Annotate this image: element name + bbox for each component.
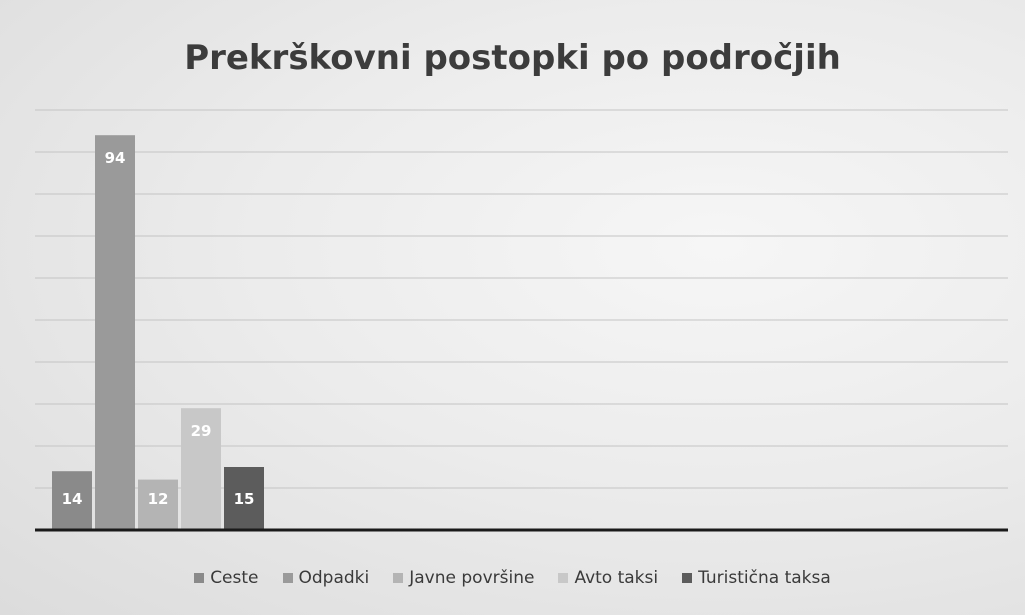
chart-title: Prekrškovni postopki po področjih: [184, 38, 841, 78]
bar-ceste: [52, 471, 92, 530]
legend-swatch: [682, 573, 693, 583]
legend-label: Avto taksi: [574, 568, 659, 588]
legend-swatch: [393, 573, 404, 583]
data-label: 94: [105, 149, 126, 167]
bar-avto-taksi: [181, 408, 221, 530]
bar-odpadki: [95, 135, 135, 530]
legend-swatch: [194, 573, 205, 583]
bar-javne-površine: [138, 479, 178, 530]
legend-label: Javne površine: [409, 568, 535, 588]
legend-label: Ceste: [210, 568, 259, 588]
legend-label: Turistična taksa: [698, 568, 831, 588]
legend-item: Avto taksi: [558, 568, 658, 588]
legend-swatch: [558, 573, 569, 583]
bar-turistična-taksa: [224, 467, 264, 530]
data-label: 12: [148, 490, 169, 508]
legend-label: Odpadki: [298, 568, 370, 588]
legend-item: Javne površine: [393, 568, 534, 588]
legend-item: Turistična taksa: [682, 568, 831, 588]
data-label: 14: [62, 490, 83, 508]
chart-legend: Ceste Odpadki Javne površine Avto taksi Turi…: [0, 568, 1025, 588]
legend-swatch: [282, 573, 293, 583]
legend-item: Odpadki: [282, 568, 370, 588]
bar-chart: 14 94 12 29 15: [35, 109, 1008, 532]
data-label: 29: [191, 422, 212, 440]
legend-item: Ceste: [194, 568, 259, 588]
data-label: 15: [234, 490, 255, 508]
